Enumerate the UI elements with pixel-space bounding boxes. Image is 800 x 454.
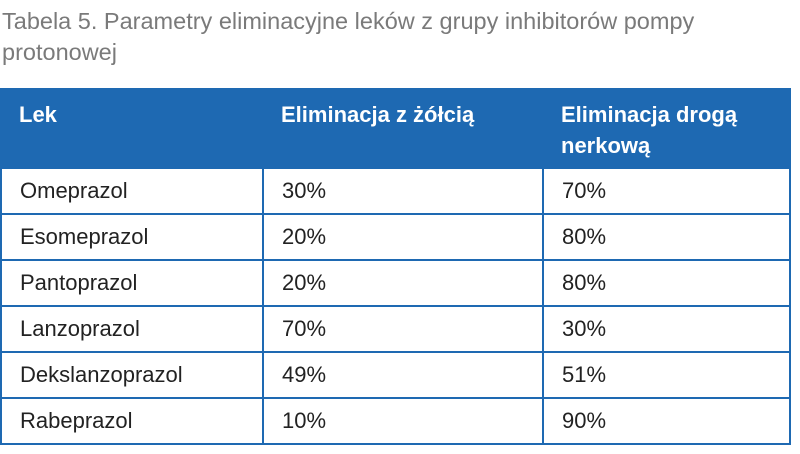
biliary-value-cell: 70% xyxy=(262,305,544,353)
biliary-value-cell: 20% xyxy=(262,213,544,261)
table-row: Esomeprazol 20% 80% xyxy=(0,213,791,261)
biliary-value-cell: 49% xyxy=(262,351,544,399)
renal-value-cell: 80% xyxy=(542,259,791,307)
header-renal-elimination: Eliminacja drogą nerkową xyxy=(542,88,791,169)
biliary-value-cell: 10% xyxy=(262,397,544,445)
header-drug: Lek xyxy=(0,88,264,169)
header-biliary-elimination: Eliminacja z żółcią xyxy=(262,88,544,169)
drug-name-cell: Rabeprazol xyxy=(0,397,264,445)
drug-name-cell: Omeprazol xyxy=(0,167,264,215)
table-header-row: Lek Eliminacja z żółcią Eliminacja drogą… xyxy=(0,88,791,169)
drug-name-cell: Dekslanzoprazol xyxy=(0,351,264,399)
drug-name-cell: Lanzoprazol xyxy=(0,305,264,353)
renal-value-cell: 80% xyxy=(542,213,791,261)
table-row: Omeprazol 30% 70% xyxy=(0,167,791,215)
table-row: Pantoprazol 20% 80% xyxy=(0,259,791,307)
renal-value-cell: 30% xyxy=(542,305,791,353)
drug-name-cell: Esomeprazol xyxy=(0,213,264,261)
table-row: Dekslanzoprazol 49% 51% xyxy=(0,351,791,399)
drug-name-cell: Pantoprazol xyxy=(0,259,264,307)
biliary-value-cell: 30% xyxy=(262,167,544,215)
renal-value-cell: 51% xyxy=(542,351,791,399)
table-row: Lanzoprazol 70% 30% xyxy=(0,305,791,353)
elimination-table: Lek Eliminacja z żółcią Eliminacja drogą… xyxy=(0,88,791,445)
table-caption: Tabela 5. Parametry eliminacyjne leków z… xyxy=(2,8,695,65)
renal-value-cell: 90% xyxy=(542,397,791,445)
renal-value-cell: 70% xyxy=(542,167,791,215)
table-row: Rabeprazol 10% 90% xyxy=(0,397,791,445)
biliary-value-cell: 20% xyxy=(262,259,544,307)
